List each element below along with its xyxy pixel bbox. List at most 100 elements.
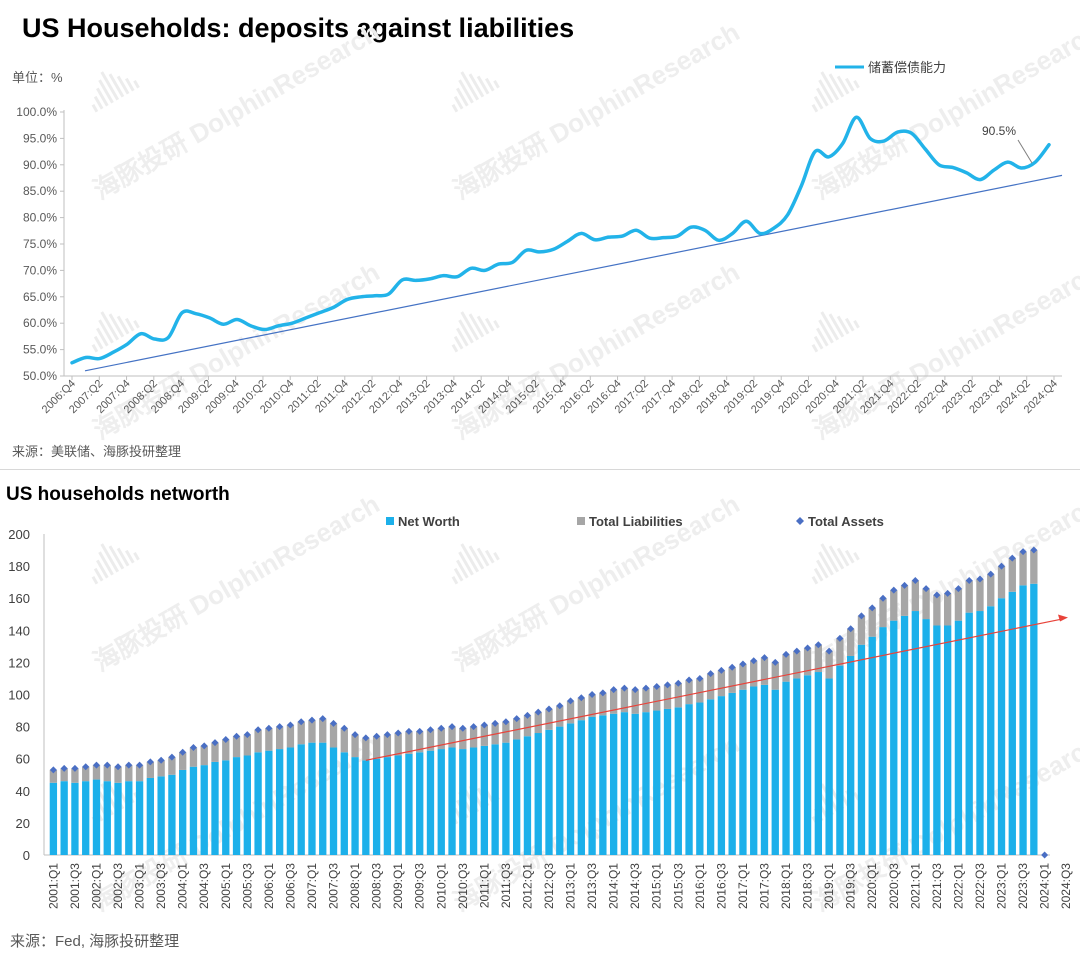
bar-liabilities (448, 726, 456, 748)
marker-total-assets (405, 727, 413, 735)
legend-label-assets: Total Assets (808, 514, 884, 529)
x-tick-label: 2021:Q3 (930, 863, 944, 909)
bar-liabilities (146, 761, 155, 778)
bar-liabilities (717, 670, 726, 697)
marker-total-assets (308, 716, 316, 724)
series-line (70, 115, 1051, 365)
watermark-bar (493, 552, 500, 561)
watermark-bar (816, 559, 829, 579)
marker-total-assets (265, 724, 273, 732)
watermark-text: 海豚投研 DolphinResearch (88, 17, 385, 206)
marker-total-assets (426, 726, 434, 734)
bar-liabilities (599, 692, 607, 716)
marker-total-assets (189, 743, 197, 751)
marker-total-assets (168, 753, 176, 761)
bar-liabilities (1030, 550, 1038, 584)
watermark-bar (853, 320, 860, 329)
x-tick-label: 2013:Q3 (585, 863, 599, 909)
x-tick-label: 2001:Q3 (68, 863, 82, 909)
bar-liabilities (254, 729, 262, 753)
bar-liabilities (71, 768, 79, 783)
bar-net-worth (771, 689, 779, 855)
bar-net-worth (782, 681, 790, 855)
marker-total-assets (567, 697, 575, 705)
marker-total-assets (82, 763, 90, 771)
watermark-bar (116, 547, 130, 567)
x-tick-label: 2005:Q1 (219, 863, 233, 909)
bar-net-worth (49, 782, 58, 855)
bar-net-worth (847, 655, 855, 855)
marker-total-assets (717, 666, 725, 674)
y-tick-label: 90.0% (23, 158, 57, 172)
x-tick-label: 2008:Q1 (348, 863, 362, 909)
x-tick-label: 2010:Q1 (434, 863, 448, 909)
x-tick-label: 2024:Q3 (1059, 863, 1073, 909)
x-tick-label: 2024:Q1 (1038, 863, 1052, 909)
bar-net-worth (405, 753, 413, 855)
bar-liabilities (900, 585, 909, 616)
marker-total-assets (330, 719, 338, 727)
marker-total-assets (1008, 554, 1016, 562)
watermark-bar (98, 551, 114, 576)
watermark-bar (460, 543, 480, 573)
legend: Net Worth Total Liabilities Total Assets (386, 514, 884, 529)
watermark-bar (836, 547, 850, 567)
bar-net-worth (103, 781, 111, 855)
bar-liabilities (620, 688, 629, 713)
marker-total-assets (243, 731, 251, 739)
trend-arrow-head (1058, 614, 1068, 622)
bar-liabilities (523, 715, 532, 737)
marker-total-assets (760, 654, 768, 662)
bar-liabilities (771, 662, 779, 690)
legend-swatch-liabilities (577, 517, 585, 525)
marker-total-assets (222, 735, 230, 743)
watermark-bar (133, 320, 140, 329)
x-tick-label: 2004:Q1 (176, 863, 190, 909)
bar-net-worth (394, 755, 402, 855)
watermark-bar (820, 71, 840, 101)
watermark-bar (456, 87, 469, 107)
x-axis: 2001:Q1 2001:Q3 2002:Q1 2002:Q3 2003:Q1 2003:… (46, 863, 1073, 909)
y-tick-label: 95.0% (23, 131, 57, 145)
marker-total-assets (631, 686, 639, 694)
bar-liabilities (480, 724, 489, 746)
marker-total-assets (1019, 548, 1027, 556)
marker-total-assets (71, 764, 79, 772)
x-tick-label: 2016:Q3 (714, 863, 728, 909)
bar-liabilities (577, 697, 585, 721)
y-tick-label: 60.0% (23, 316, 57, 330)
watermark-bar (451, 104, 459, 113)
marker-total-assets (998, 562, 1006, 570)
marker-total-assets (911, 577, 919, 585)
watermark-bar (853, 552, 860, 561)
bar-net-worth (1030, 583, 1038, 855)
bar-net-worth (609, 713, 618, 855)
bar-liabilities (179, 752, 187, 770)
bar-net-worth (480, 745, 489, 855)
watermark-bar (460, 311, 480, 341)
x-tick-label: 2012:Q1 (520, 863, 534, 909)
bar-liabilities (286, 724, 295, 748)
bar-net-worth (911, 611, 919, 855)
watermark-bar (468, 313, 485, 338)
bar-net-worth (943, 625, 952, 855)
marker-total-assets (286, 721, 294, 729)
bar-liabilities (189, 747, 198, 767)
bar-net-worth (179, 769, 187, 855)
marker-total-assets (437, 724, 445, 732)
bar-liabilities (340, 728, 348, 753)
bar-net-worth (437, 749, 445, 855)
chart-title: US Households: deposits against liabilit… (22, 13, 574, 43)
x-tick-label: 2004:Q3 (197, 863, 211, 909)
watermark-bar (458, 79, 474, 104)
bar-net-worth (545, 729, 553, 855)
watermark-bar (828, 73, 845, 98)
y-tick-label: 85.0% (23, 184, 57, 198)
bar-net-worth (372, 758, 381, 855)
marker-total-assets (965, 577, 973, 585)
watermark-bar (836, 315, 850, 335)
bar-net-worth (200, 765, 208, 855)
trend-arrow-line (365, 618, 1063, 761)
bar-net-worth (114, 782, 122, 855)
bar-net-worth (275, 749, 284, 855)
